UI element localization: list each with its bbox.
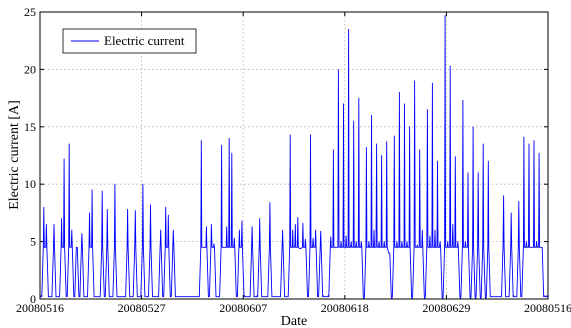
y-tick-label: 25 bbox=[24, 5, 36, 19]
x-tick-label: 20080527 bbox=[118, 301, 166, 315]
legend: Electric current bbox=[62, 28, 197, 54]
x-tick-label: 20080516 bbox=[524, 301, 571, 315]
x-tick-labels: 20080516 20080527 20080607 20080618 20080629… bbox=[16, 301, 571, 315]
y-tick-label: 5 bbox=[30, 235, 36, 249]
x-tick-label: 20080516 bbox=[16, 301, 64, 315]
legend-label: Electric current bbox=[104, 33, 185, 48]
y-tick-label: 20 bbox=[24, 62, 36, 76]
series-layer bbox=[40, 14, 548, 300]
x-tick-label: 20080618 bbox=[321, 301, 369, 315]
y-tick-label: 0 bbox=[30, 292, 36, 306]
x-axis-label: Date bbox=[281, 314, 307, 328]
y-tick-labels: 0 5 10 15 20 25 bbox=[24, 5, 36, 306]
y-tick-label: 10 bbox=[24, 177, 36, 191]
plot-area-background bbox=[40, 12, 548, 299]
y-axis-label: Electric current [A] bbox=[7, 100, 22, 210]
x-tick-label: 20080629 bbox=[422, 301, 470, 315]
plot-frame bbox=[39, 11, 549, 300]
series-line-0 bbox=[40, 14, 548, 300]
x-tick-label: 20080607 bbox=[219, 301, 267, 315]
grid-lines bbox=[40, 12, 548, 299]
y-tick-label: 15 bbox=[24, 120, 36, 134]
